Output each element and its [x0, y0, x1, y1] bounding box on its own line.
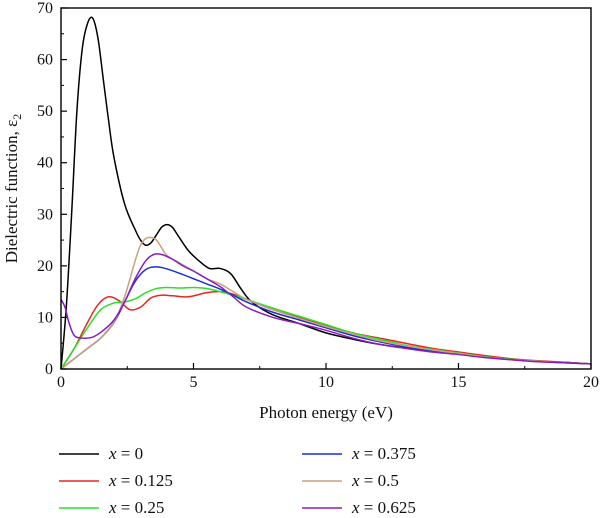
- y-tick-label: 60: [37, 52, 53, 69]
- y-tick-label: 30: [37, 206, 53, 223]
- x-tick-label: 5: [190, 374, 198, 391]
- series-line-4: [60, 236, 592, 370]
- y-tick-label: 50: [37, 103, 53, 120]
- legend-label-4: x = 0.5: [351, 471, 399, 490]
- x-tick-label: 20: [583, 374, 599, 391]
- y-axis-label-main: Dielectric function, ε: [2, 120, 21, 264]
- y-tick-label: 40: [37, 155, 53, 172]
- x-ticks: 0 5 10 15 20: [57, 363, 599, 391]
- legend-label-1: x = 0.125: [108, 471, 173, 490]
- x-axis-label: Photon energy (eV): [259, 403, 393, 422]
- y-ticks: 0 10 20 30 40 50 60 70: [37, 0, 67, 378]
- legend-label-0: x = 0: [108, 444, 143, 463]
- y-tick-label: 20: [37, 258, 53, 275]
- x-tick-label: 10: [318, 374, 334, 391]
- y-tick-label: 70: [37, 0, 53, 17]
- y-tick-label: 10: [37, 309, 53, 326]
- legend-label-2: x = 0.25: [108, 498, 164, 517]
- x-tick-label: 15: [451, 374, 467, 391]
- plot-frame: [60, 7, 592, 370]
- y-axis-label-subscript: 2: [10, 114, 24, 120]
- x-tick-label: 0: [57, 374, 65, 391]
- legend-label-5: x = 0.625: [351, 498, 416, 517]
- series-line-0: [60, 16, 592, 370]
- series-line-5: [60, 253, 592, 365]
- y-axis-label: Dielectric function, ε2: [2, 114, 24, 264]
- y-tick-label: 0: [45, 361, 53, 378]
- legend-label-3: x = 0.375: [351, 444, 416, 463]
- series-line-3: [60, 266, 592, 370]
- legend: x = 0 x = 0.125 x = 0.25 x = 0.375 x = 0.5 x …: [59, 444, 416, 517]
- series-line-1: [60, 290, 592, 370]
- series-layer: [60, 16, 592, 370]
